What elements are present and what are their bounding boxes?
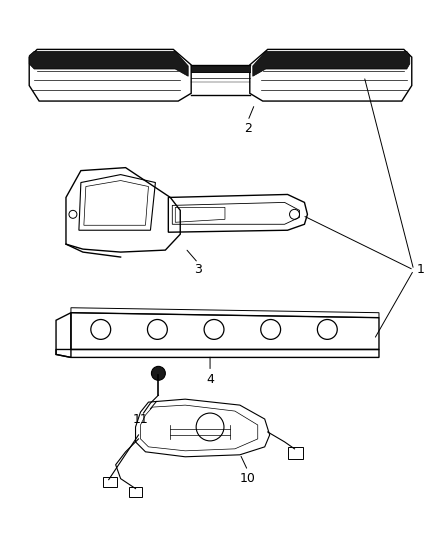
- Polygon shape: [29, 51, 188, 76]
- Bar: [288, 447, 304, 459]
- Bar: [129, 487, 142, 497]
- Polygon shape: [253, 51, 410, 76]
- Polygon shape: [191, 65, 250, 72]
- Circle shape: [152, 366, 165, 380]
- Text: 11: 11: [133, 413, 148, 425]
- Bar: [103, 477, 117, 487]
- Text: 2: 2: [244, 123, 252, 135]
- Text: 4: 4: [206, 373, 214, 386]
- Text: 1: 1: [417, 263, 425, 277]
- Text: 3: 3: [194, 263, 202, 277]
- Text: 10: 10: [240, 472, 256, 485]
